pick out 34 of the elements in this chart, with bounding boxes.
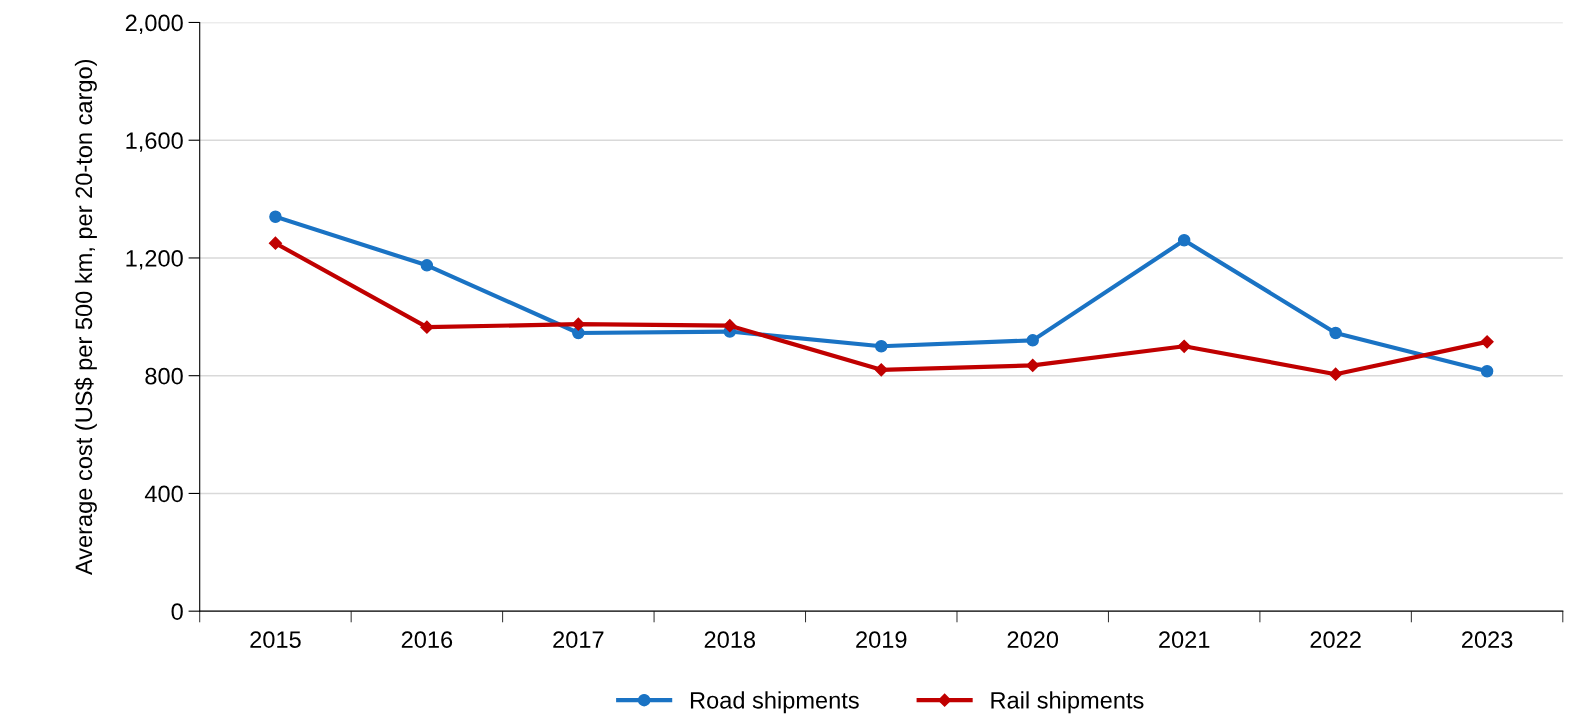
point [1329, 367, 1343, 381]
point [571, 317, 585, 331]
x-tick-label: 2020 [1007, 631, 1059, 648]
point [1026, 358, 1040, 372]
point [268, 236, 283, 250]
y-tick-label: 800 [145, 367, 183, 385]
y-tick-label: 1,200 [126, 250, 183, 270]
point [875, 340, 888, 353]
y-tick-label: 0 [171, 603, 183, 620]
point [1026, 334, 1039, 347]
legend-label: Rail shipments [991, 691, 1144, 714]
point [420, 320, 434, 334]
point [723, 319, 737, 333]
x-tick-label: 2021 [1159, 631, 1210, 648]
x-tick-label: 2015 [250, 631, 301, 648]
y-tick-label: 400 [144, 485, 183, 503]
x-tick-label: 2017 [553, 631, 604, 648]
point [874, 363, 888, 377]
y-axis-title: Average cost (US$ per 500 km, per 20-ton cargo) [74, 59, 97, 576]
point [269, 210, 282, 223]
x-tick-label: 2023 [1462, 631, 1513, 648]
point [1480, 335, 1494, 349]
y-tick-label: 2,000 [125, 14, 183, 35]
legend-label: Road shipments [690, 691, 859, 714]
y-tick-label: 1,600 [126, 132, 183, 152]
point [1329, 326, 1342, 340]
point [1177, 339, 1191, 353]
point [420, 259, 434, 272]
x-tick-label: 2016 [401, 631, 453, 648]
x-tick-label: 2018 [704, 631, 756, 648]
point [1480, 365, 1494, 378]
point [1177, 234, 1191, 247]
x-tick-label: 2022 [1310, 631, 1361, 648]
x-tick-label: 2019 [856, 631, 907, 648]
